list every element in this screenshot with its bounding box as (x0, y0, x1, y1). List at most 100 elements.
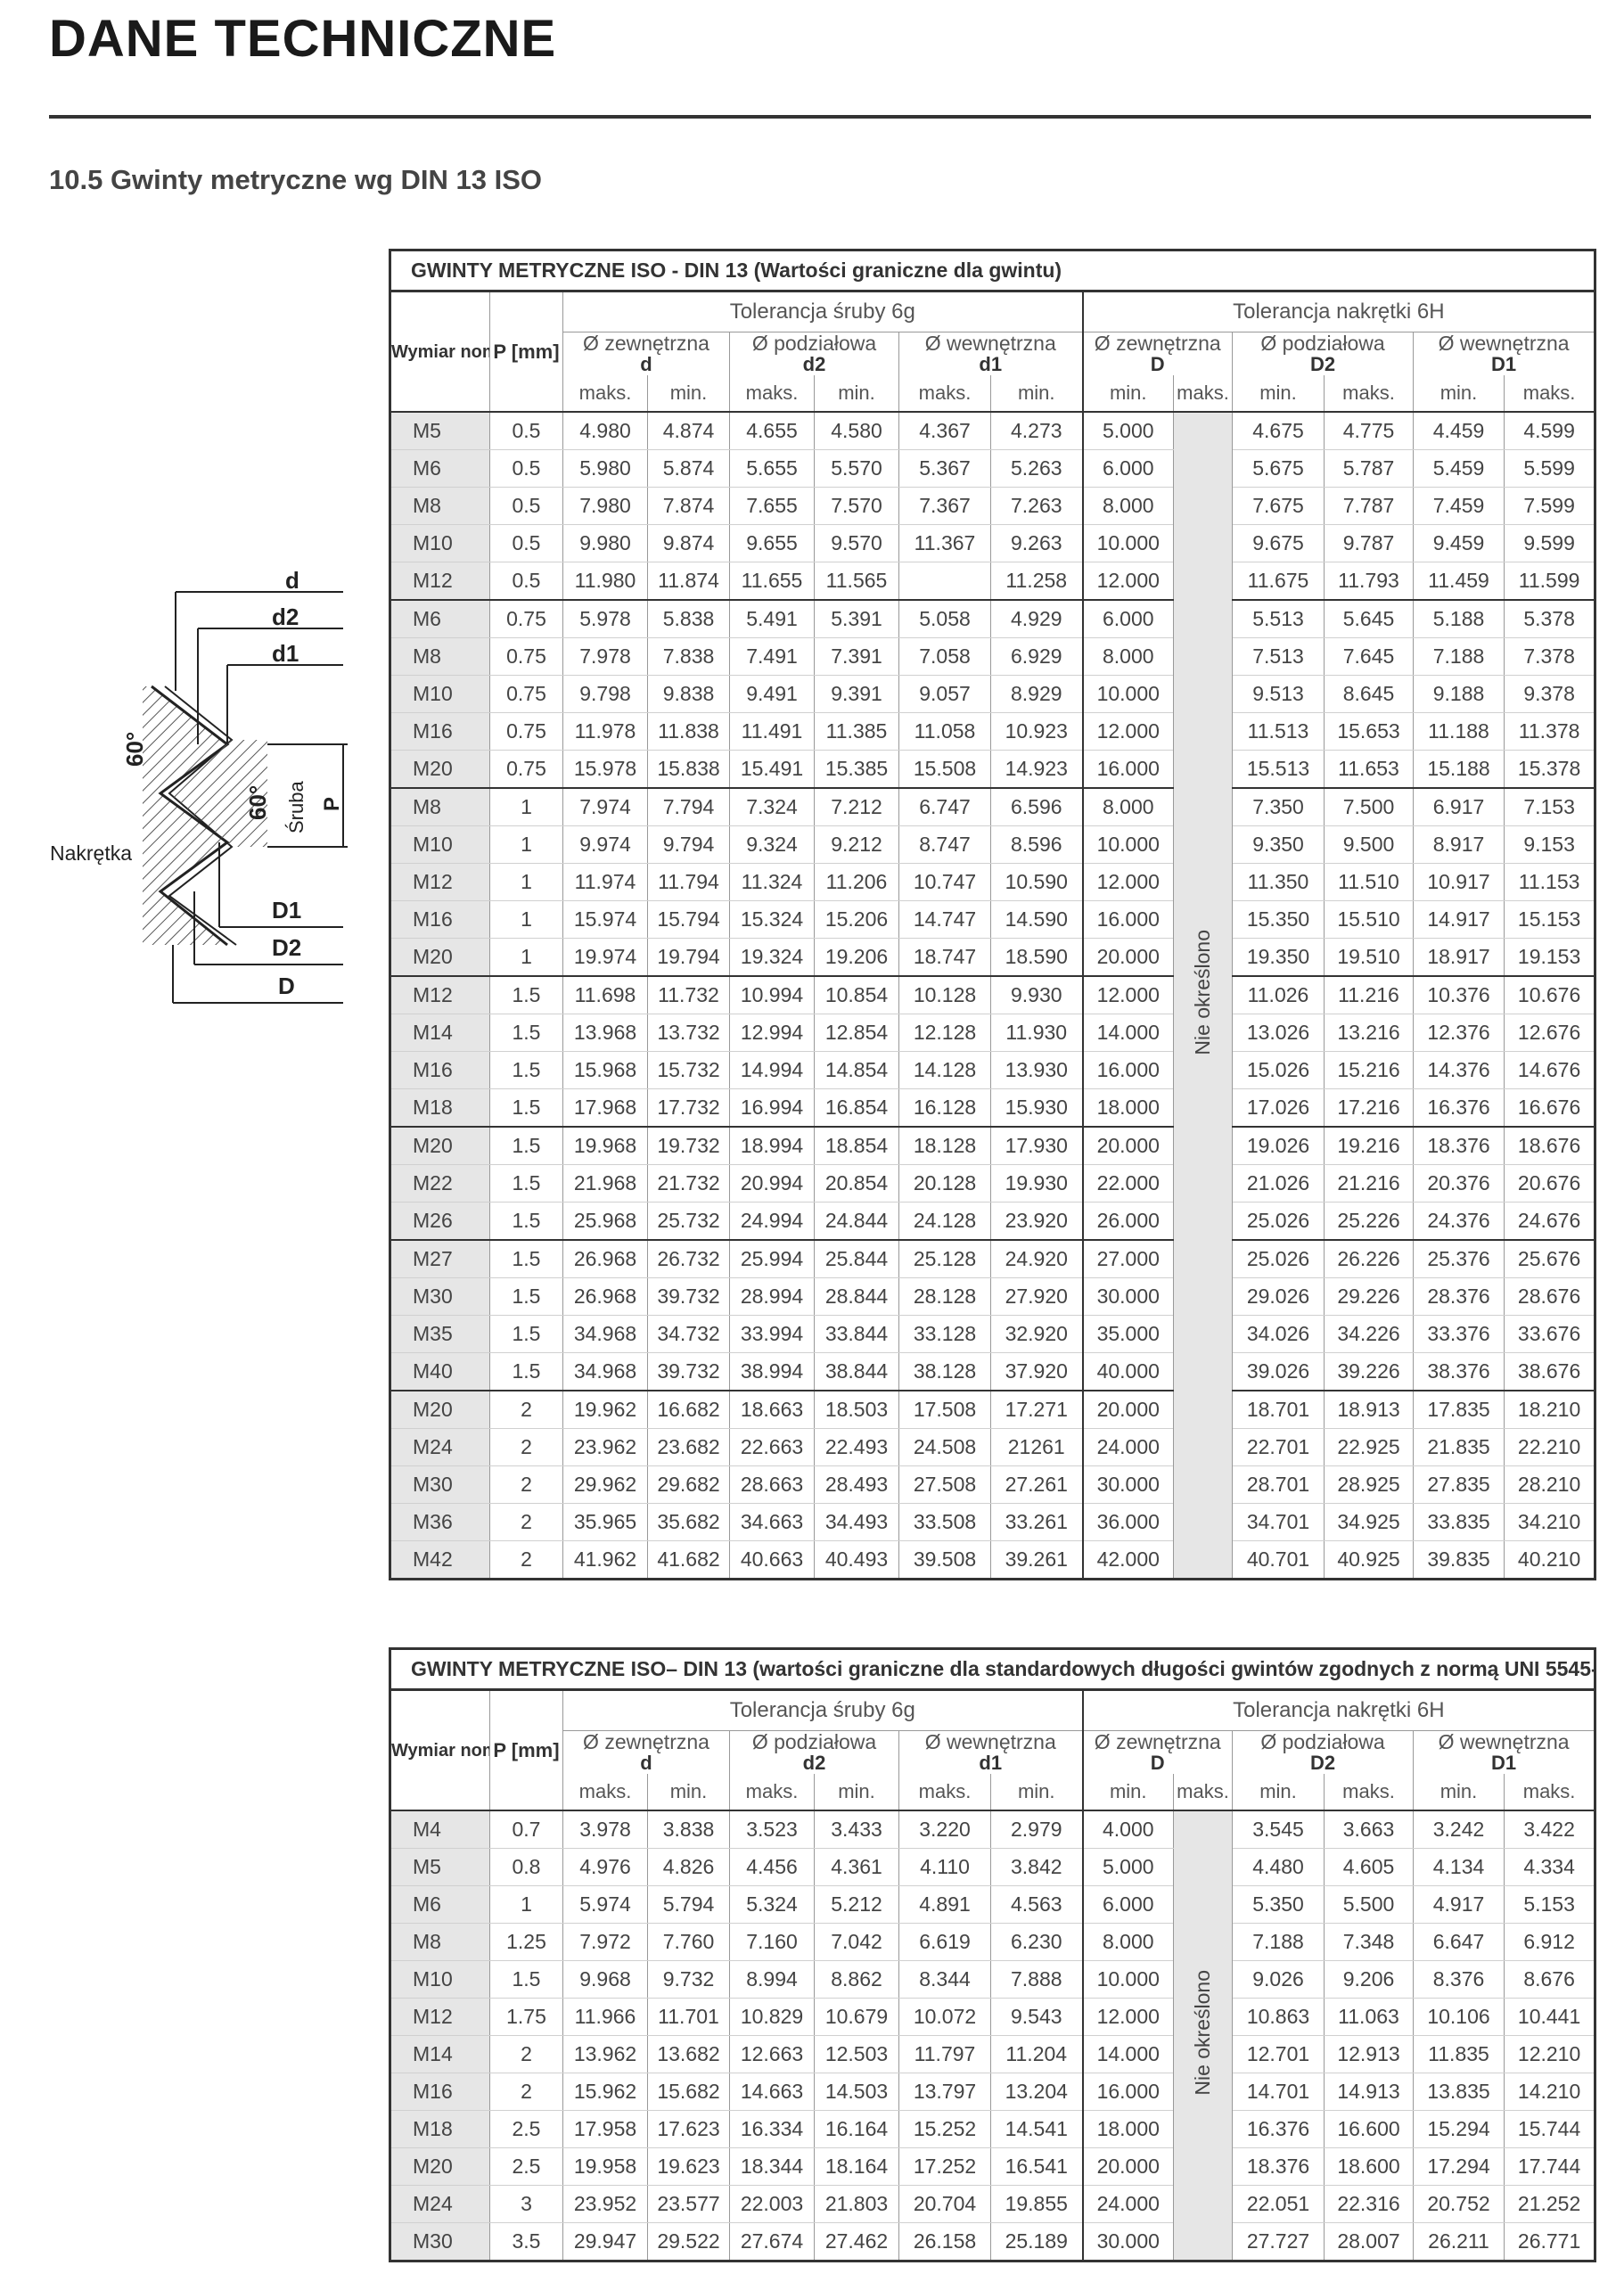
value-cell: 7.263 (990, 487, 1083, 525)
value-cell: 10.441 (1503, 1998, 1596, 2036)
value-cell: 14.000 (1081, 2035, 1174, 2073)
data-row: M12 1.5 11.698 11.732 10.994 10.854 10.128 9.93… (390, 975, 1596, 1014)
value-cell: 4.000 (1081, 1810, 1174, 1849)
value-cell: 25.994 (729, 1239, 815, 1278)
value-cell: 15.978 (562, 750, 648, 789)
value-cell: 22.000 (1081, 1164, 1174, 1203)
value-cell: 29.962 (562, 1465, 648, 1504)
nut-tolerance: Tolerancja nakrętki 6H (1081, 1689, 1596, 1731)
value-cell: 16.994 (729, 1088, 815, 1128)
size-cell: M36 (390, 1503, 490, 1541)
value-cell: 33.128 (898, 1315, 991, 1353)
pitch-header: P [mm] (489, 291, 563, 413)
value-cell: 11.653 (1324, 750, 1414, 789)
value-cell: 26.211 (1413, 2222, 1505, 2261)
pitch-cell: 1 (489, 825, 563, 864)
value-cell: 8.376 (1413, 1960, 1505, 1999)
value-cell: 17.732 (647, 1088, 730, 1128)
data-row: M27 1.5 26.968 26.732 25.994 25.844 25.128 24.9… (390, 1239, 1596, 1278)
value-cell: 14.923 (990, 750, 1083, 789)
value-cell: 7.655 (729, 487, 815, 525)
value-cell: 2.979 (990, 1810, 1083, 1849)
value-cell: 34.663 (729, 1503, 815, 1541)
value-cell: 11.510 (1324, 863, 1414, 901)
size-cell: M42 (390, 1540, 490, 1580)
pitch-cell: 0.75 (489, 712, 563, 751)
data-row: M10 0.75 9.798 9.838 9.491 9.391 9.057 8.929 10.… (390, 675, 1596, 713)
value-cell: 10.863 (1232, 1998, 1325, 2036)
value-cell: 40.663 (729, 1540, 815, 1580)
value-cell: 15.962 (562, 2073, 648, 2111)
value-cell: 8.645 (1324, 675, 1414, 713)
value-cell: 15.491 (729, 750, 815, 789)
value-cell: 25.226 (1324, 1202, 1414, 1241)
value-cell: 12.994 (729, 1014, 815, 1052)
value-cell: 4.361 (814, 1848, 899, 1886)
size-cell: M6 (390, 1885, 490, 1924)
value-cell: 13.835 (1413, 2073, 1505, 2111)
limit-header: maks. (1173, 1774, 1233, 1811)
value-cell: 4.456 (729, 1848, 815, 1886)
pitch-cell: 2 (489, 1540, 563, 1580)
data-row: M20 2.5 19.958 19.623 18.344 18.164 17.252 16.5… (390, 2147, 1596, 2186)
value-cell: 17.744 (1503, 2147, 1596, 2186)
value-cell: 9.543 (990, 1998, 1083, 2036)
pitch-cell: 0.75 (489, 637, 563, 676)
value-cell: 9.675 (1232, 524, 1325, 562)
value-cell: 11.258 (990, 562, 1083, 601)
value-cell: 9.513 (1232, 675, 1325, 713)
value-cell: 9.378 (1503, 675, 1596, 713)
data-row: M35 1.5 34.968 34.732 33.994 33.844 33.128 32.9… (390, 1315, 1596, 1353)
value-cell: 11.675 (1232, 562, 1325, 601)
value-cell: 39.732 (647, 1277, 730, 1316)
value-cell: 6.929 (990, 637, 1083, 676)
value-cell: 33.376 (1413, 1315, 1505, 1353)
value-cell: 27.674 (729, 2222, 815, 2261)
value-cell: 22.493 (814, 1428, 899, 1466)
value-cell: 11.378 (1503, 712, 1596, 751)
data-row: M8 0.75 7.978 7.838 7.491 7.391 7.058 6.929 8.00… (390, 637, 1596, 676)
value-cell: 14.913 (1324, 2073, 1414, 2111)
value-cell: 13.968 (562, 1014, 648, 1052)
value-cell: 18.600 (1324, 2147, 1414, 2186)
value-cell: 15.838 (647, 750, 730, 789)
value-cell: 24.994 (729, 1202, 815, 1241)
size-cell: M16 (390, 900, 490, 939)
value-cell: 25.376 (1413, 1239, 1505, 1278)
value-cell: 18.000 (1081, 2110, 1174, 2148)
data-row: M36 2 35.965 35.682 34.663 34.493 33.508 33.261… (390, 1503, 1596, 1541)
value-cell: 9.188 (1413, 675, 1505, 713)
value-cell: 4.980 (562, 412, 648, 450)
pitch-cell: 1.25 (489, 1923, 563, 1961)
value-cell: 19.930 (990, 1164, 1083, 1203)
value-cell: 27.508 (898, 1465, 991, 1504)
value-cell: 29.682 (647, 1465, 730, 1504)
value-cell: 34.925 (1324, 1503, 1414, 1541)
diameter-header: Ø podziałowa D2 (1232, 332, 1414, 375)
data-row: M10 1.5 9.968 9.732 8.994 8.862 8.344 7.888 10.0… (390, 1960, 1596, 1999)
value-cell: 15.682 (647, 2073, 730, 2111)
value-cell: 15.794 (647, 900, 730, 939)
value-cell: 8.747 (898, 825, 991, 864)
value-cell: 22.701 (1232, 1428, 1325, 1466)
value-cell: 21.732 (647, 1164, 730, 1203)
value-cell: 16.676 (1503, 1088, 1596, 1128)
value-cell: 21.216 (1324, 1164, 1414, 1203)
value-cell: 5.350 (1232, 1885, 1325, 1924)
value-cell: 38.994 (729, 1352, 815, 1391)
value-cell: 15.350 (1232, 900, 1325, 939)
value-cell: 25.026 (1232, 1239, 1325, 1278)
value-cell: 7.570 (814, 487, 899, 525)
value-cell: 33.835 (1413, 1503, 1505, 1541)
value-cell: 18.917 (1413, 938, 1505, 977)
value-cell: 17.294 (1413, 2147, 1505, 2186)
pitch-cell: 0.75 (489, 675, 563, 713)
pitch-cell: 1.5 (489, 1088, 563, 1128)
value-cell: 14.541 (990, 2110, 1083, 2148)
size-cell: M5 (390, 412, 490, 450)
value-cell: 42.000 (1081, 1540, 1174, 1580)
unspecified-cell: Nie określono (1173, 1810, 1233, 2261)
value-cell: 23.682 (647, 1428, 730, 1466)
value-cell: 26.968 (562, 1277, 648, 1316)
value-cell: 5.000 (1081, 412, 1174, 450)
